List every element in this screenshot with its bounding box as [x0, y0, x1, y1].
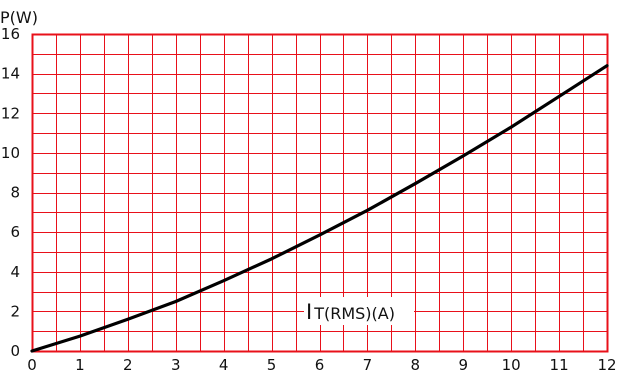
y-tick-label: 8: [10, 184, 20, 202]
x-axis-label-background: [304, 297, 414, 325]
x-tick-label: 5: [267, 356, 277, 374]
x-tick-label: 8: [411, 356, 421, 374]
y-tick-label: 12: [1, 104, 20, 122]
x-tick-label: 2: [123, 356, 133, 374]
y-axis-label: P(W): [0, 8, 38, 27]
series-layer: [30, 64, 609, 353]
y-tick-label: 4: [10, 263, 20, 281]
x-tick-label: 10: [502, 356, 521, 374]
x-tick-label: 12: [597, 356, 616, 374]
x-tick-label: 3: [171, 356, 181, 374]
x-axis-label-prefix: I: [306, 300, 312, 324]
x-tick-label: 11: [550, 356, 569, 374]
series-line: [30, 64, 609, 353]
y-tick-label: 6: [10, 223, 20, 241]
y-tick-label: 2: [10, 302, 20, 320]
y-tick-label: 10: [1, 144, 20, 162]
x-tick-label: 9: [458, 356, 468, 374]
x-axis-label: I T(RMS)(A): [306, 300, 395, 324]
x-tick-label: 7: [363, 356, 373, 374]
x-tick-label: 4: [219, 356, 229, 374]
x-axis-label-group: I T(RMS)(A): [304, 297, 414, 325]
y-tick-label: 14: [1, 65, 20, 83]
x-tick-label: 1: [75, 356, 85, 374]
x-tick-label: 0: [27, 356, 37, 374]
y-tick-label: 16: [1, 25, 20, 43]
y-tick-label: 0: [10, 342, 20, 360]
plot-frame: [31, 33, 609, 353]
x-tick-label: 6: [315, 356, 325, 374]
x-axis-label-main: T(RMS)(A): [313, 304, 395, 323]
